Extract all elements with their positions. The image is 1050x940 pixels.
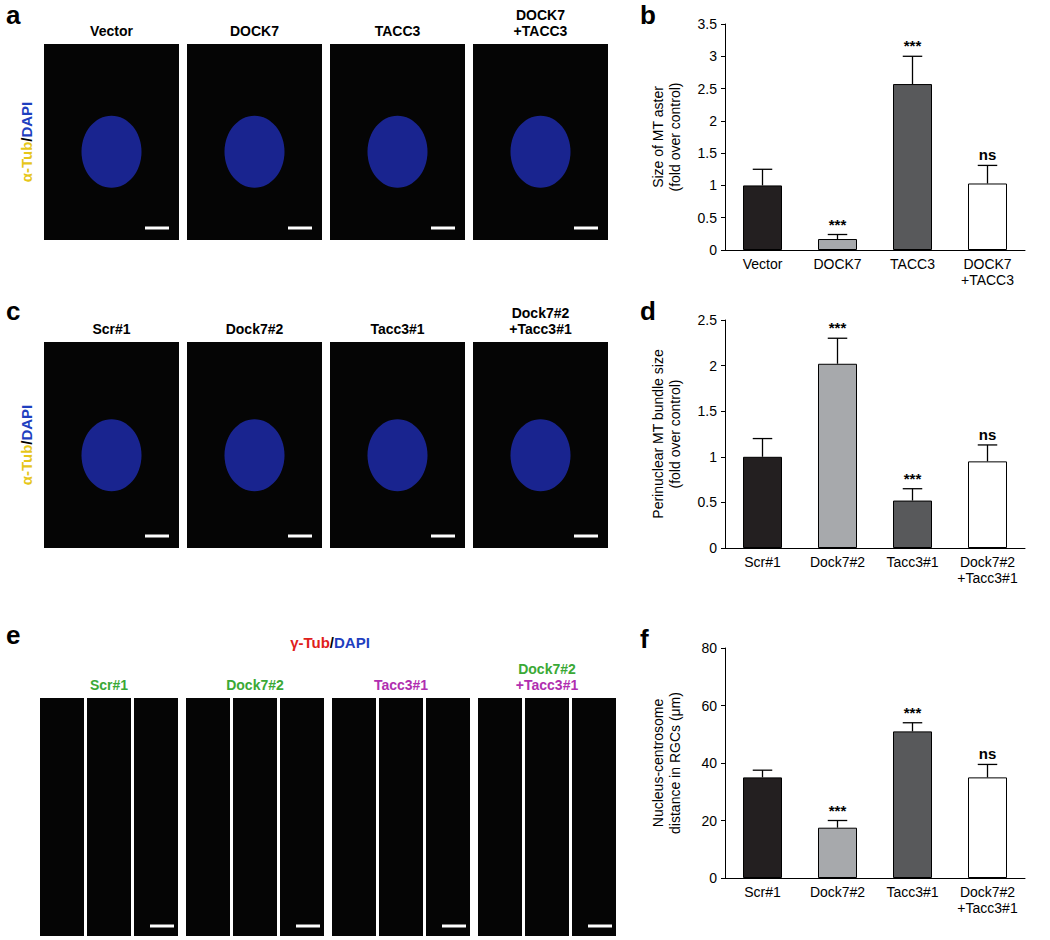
svg-text:Dock7#2: Dock7#2 <box>960 554 1015 570</box>
svg-text:+Tacc3#1: +Tacc3#1 <box>509 321 572 337</box>
svg-text:Perinuclear MT bundle size: Perinuclear MT bundle size <box>650 349 666 519</box>
svg-text:***: *** <box>829 216 847 233</box>
svg-text:(fold over control): (fold over control) <box>667 83 683 192</box>
svg-text:Tacc3#1: Tacc3#1 <box>886 554 938 570</box>
svg-text:c: c <box>6 296 20 326</box>
svg-text:2: 2 <box>709 113 717 129</box>
svg-text:f: f <box>640 624 649 654</box>
svg-text:DOCK7: DOCK7 <box>813 256 861 272</box>
svg-text:Dock7#2: Dock7#2 <box>810 884 865 900</box>
svg-text:***: *** <box>904 704 922 721</box>
svg-text:3: 3 <box>709 48 717 64</box>
svg-text:0.5: 0.5 <box>698 494 718 510</box>
svg-text:Scr#1: Scr#1 <box>90 677 128 693</box>
svg-text:distance in RGCs (μm): distance in RGCs (μm) <box>667 692 683 834</box>
svg-text:1: 1 <box>709 449 717 465</box>
svg-text:ns: ns <box>979 745 997 762</box>
svg-text:Scr#1: Scr#1 <box>744 554 781 570</box>
svg-text:e: e <box>6 620 20 650</box>
svg-text:0: 0 <box>709 540 717 556</box>
svg-text:2.5: 2.5 <box>698 312 718 328</box>
svg-text:Vector: Vector <box>743 256 783 272</box>
svg-text:Dock7#2: Dock7#2 <box>960 884 1015 900</box>
svg-text:d: d <box>640 296 656 326</box>
svg-text:***: *** <box>829 802 847 819</box>
svg-text:0.5: 0.5 <box>698 210 718 226</box>
svg-text:DAPI: DAPI <box>18 405 35 441</box>
svg-text:α-Tub: α-Tub <box>18 142 35 183</box>
svg-text:Dock7#2: Dock7#2 <box>512 305 570 321</box>
svg-text:Scr#1: Scr#1 <box>92 321 130 337</box>
svg-text:Dock7#2: Dock7#2 <box>226 321 284 337</box>
svg-text:Dock7#2: Dock7#2 <box>518 661 576 677</box>
svg-text:Nucleus-centrosome: Nucleus-centrosome <box>650 699 666 828</box>
svg-text:Vector: Vector <box>90 23 133 39</box>
svg-text:***: *** <box>904 37 922 54</box>
svg-text:TACC3: TACC3 <box>375 23 421 39</box>
svg-text:1.5: 1.5 <box>698 145 718 161</box>
svg-text:+TACC3: +TACC3 <box>961 272 1014 288</box>
svg-text:(fold over control): (fold over control) <box>667 380 683 489</box>
svg-text:40: 40 <box>701 755 717 771</box>
svg-text:a: a <box>6 0 21 30</box>
svg-text:1: 1 <box>709 177 717 193</box>
svg-text:α-Tub: α-Tub <box>18 445 35 486</box>
svg-text:Tacc3#1: Tacc3#1 <box>374 677 428 693</box>
svg-text:DOCK7: DOCK7 <box>516 7 565 23</box>
svg-text:0: 0 <box>709 242 717 258</box>
svg-text:TACC3: TACC3 <box>890 256 935 272</box>
svg-text:b: b <box>640 0 656 30</box>
svg-text:ns: ns <box>979 426 997 443</box>
svg-text:20: 20 <box>701 813 717 829</box>
svg-text:γ-Tub: γ-Tub <box>290 634 330 651</box>
svg-text:***: *** <box>904 470 922 487</box>
svg-text:Size of MT aster: Size of MT aster <box>650 86 666 188</box>
svg-text:DOCK7: DOCK7 <box>963 256 1011 272</box>
svg-text:60: 60 <box>701 698 717 714</box>
svg-text:DOCK7: DOCK7 <box>230 23 279 39</box>
svg-text:Dock7#2: Dock7#2 <box>226 677 284 693</box>
svg-text:Tacc3#1: Tacc3#1 <box>886 884 938 900</box>
svg-text:DAPI: DAPI <box>18 102 35 138</box>
svg-text:***: *** <box>829 319 847 336</box>
svg-text:Scr#1: Scr#1 <box>744 884 781 900</box>
svg-text:2.5: 2.5 <box>698 81 718 97</box>
svg-text:ns: ns <box>979 146 997 163</box>
svg-text:+Tacc3#1: +Tacc3#1 <box>957 900 1018 916</box>
svg-text:+Tacc3#1: +Tacc3#1 <box>516 677 579 693</box>
svg-text:Dock7#2: Dock7#2 <box>810 554 865 570</box>
svg-text:0: 0 <box>709 870 717 886</box>
svg-text:80: 80 <box>701 640 717 656</box>
svg-text:Tacc3#1: Tacc3#1 <box>370 321 424 337</box>
svg-text:3.5: 3.5 <box>698 16 718 32</box>
svg-text:+TACC3: +TACC3 <box>514 23 568 39</box>
svg-text:DAPI: DAPI <box>334 634 370 651</box>
svg-text:1.5: 1.5 <box>698 403 718 419</box>
svg-text:2: 2 <box>709 358 717 374</box>
svg-text:+Tacc3#1: +Tacc3#1 <box>957 570 1018 586</box>
